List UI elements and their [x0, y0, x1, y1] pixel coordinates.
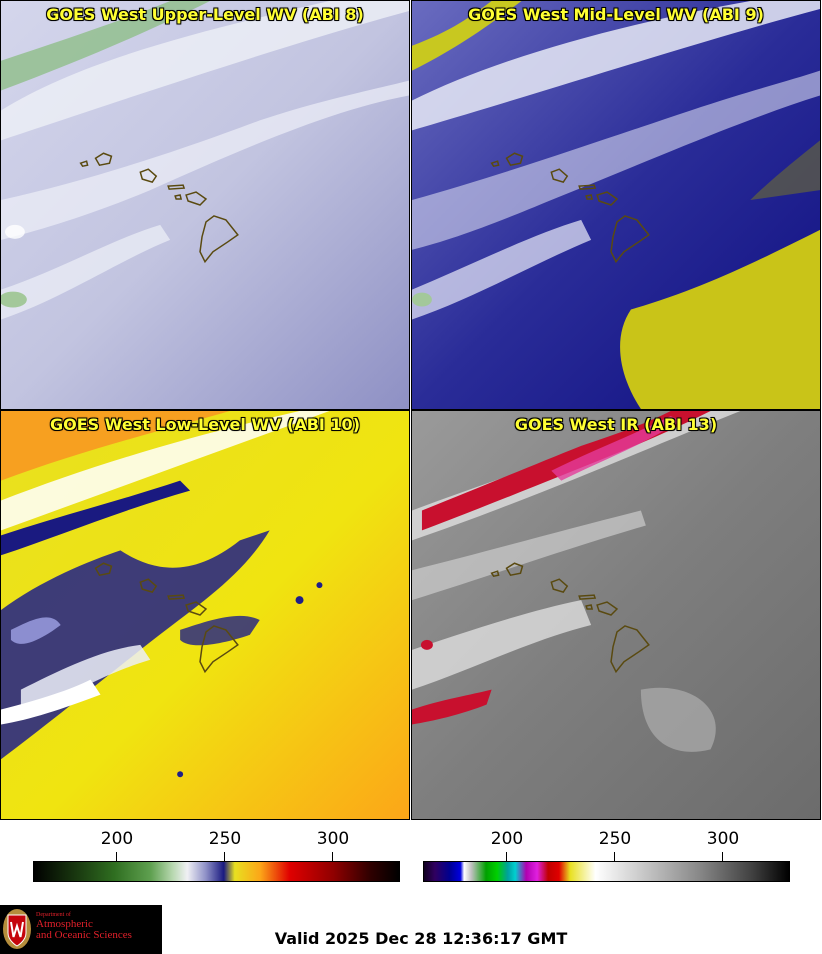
ir-colorbar-tick	[614, 852, 615, 861]
ir-colorbar-tick	[506, 852, 507, 861]
panel-title: GOES West Low-Level WV (ABI 10)	[49, 415, 360, 434]
valid-time: Valid 2025 Dec 28 12:36:17 GMT	[274, 929, 568, 948]
uw-crest-icon	[3, 909, 31, 949]
logo-line3: and Oceanic Sciences	[36, 929, 132, 941]
aos-logo: Department of Atmospheric and Oceanic Sc…	[0, 905, 162, 954]
ir-colorbar-tick-label: 300	[706, 829, 740, 849]
panel-title: GOES West Mid-Level WV (ABI 9)	[468, 5, 764, 24]
mid-level-wv-image	[412, 1, 820, 409]
panel-upper-level-wv: GOES West Upper-Level WV (ABI 8)	[0, 0, 410, 410]
upper-level-wv-image	[1, 1, 409, 409]
low-level-wv-image	[1, 411, 409, 819]
ir-image	[412, 411, 820, 819]
panel-low-level-wv: GOES West Low-Level WV (ABI 10)	[0, 410, 410, 820]
wv-colorbar-tick-label: 250	[208, 829, 242, 849]
wv-colorbar-tick	[224, 852, 225, 861]
wv-colorbar-tick	[116, 852, 117, 861]
wv-colorbar-tick-label: 300	[316, 829, 350, 849]
ir-colorbar-tick	[722, 852, 723, 861]
ir-colorbar-tick-label: 200	[490, 829, 524, 849]
wv-colorbar-tick-label: 200	[100, 829, 134, 849]
logo-line1: Department of	[36, 912, 71, 918]
wv-colorbar-tick	[332, 852, 333, 861]
ir-colorbar-tick-label: 250	[598, 829, 632, 849]
panel-mid-level-wv: GOES West Mid-Level WV (ABI 9)	[411, 0, 821, 410]
panel-ir: GOES West IR (ABI 13)	[411, 410, 821, 820]
panel-title: GOES West Upper-Level WV (ABI 8)	[46, 5, 364, 24]
wv-colorbar	[33, 861, 400, 882]
panel-title: GOES West IR (ABI 13)	[514, 415, 718, 434]
logo-line2: Atmospheric	[36, 918, 93, 930]
ir-colorbar	[423, 861, 790, 882]
